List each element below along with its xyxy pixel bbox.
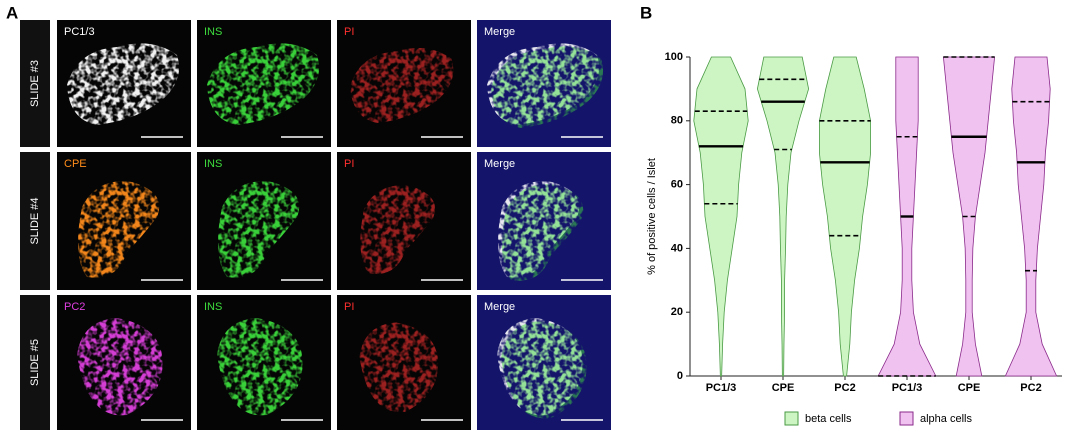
row-label: SLIDE #4 (29, 197, 41, 244)
row-label-box (20, 20, 50, 147)
channel-label: Merge (484, 301, 515, 313)
channel-label: PC1/3 (64, 26, 95, 38)
channel-label: Merge (484, 26, 515, 38)
tissue (350, 47, 454, 123)
tissue-blob (207, 43, 320, 125)
tissue-blob (359, 322, 439, 413)
y-tick-label: 20 (671, 306, 683, 318)
tissue-blob (502, 184, 584, 281)
channel-label: INS (204, 301, 222, 313)
legend-swatch (899, 411, 914, 426)
tissue-blob (77, 318, 163, 416)
x-tick-label: PC2 (1020, 382, 1041, 394)
tissue (207, 43, 320, 125)
tissue-blob (67, 43, 180, 125)
tissue (218, 181, 300, 278)
tissue (360, 185, 436, 275)
tissue-blob (218, 181, 300, 278)
legend-label: alpha cells (920, 413, 972, 425)
x-tick-label: PC1/3 (706, 382, 737, 394)
tissue (77, 318, 163, 416)
channel-label: Merge (484, 158, 515, 170)
violin (819, 56, 871, 377)
y-tick-label: 40 (671, 242, 683, 254)
violin (693, 56, 749, 377)
violin (1004, 56, 1058, 377)
row-label-box (20, 295, 50, 430)
tissue-blob (491, 46, 604, 128)
tissue-blob (360, 185, 436, 275)
y-tick-label: 80 (671, 115, 683, 127)
legend-label: beta cells (805, 413, 852, 425)
tissue (78, 181, 160, 278)
tissue-blob (217, 318, 303, 416)
tissue-blob (78, 181, 160, 278)
channel-label: PC2 (64, 301, 85, 313)
tissue-blob (350, 47, 454, 123)
y-tick-label: 60 (671, 179, 683, 191)
channel-label: INS (204, 158, 222, 170)
y-axis-label: % of positive cells / Islet (646, 158, 658, 275)
panel-label: B (640, 3, 652, 22)
channel-label: PI (344, 301, 354, 313)
violin (756, 56, 810, 377)
image-grid: SLIDE #3 PC1/3 INS PI Merge SLIDE #4 CPE INS PI M… (20, 20, 611, 430)
panel-label: A (6, 3, 18, 22)
violin (942, 56, 996, 377)
tissue (487, 43, 604, 128)
x-tick-label: PC1/3 (892, 382, 923, 394)
channel-label: PI (344, 26, 354, 38)
tissue (498, 181, 584, 281)
y-tick-label: 100 (665, 51, 683, 63)
tissue-blob (501, 321, 587, 419)
row-label: SLIDE #5 (29, 339, 41, 386)
channel-label: INS (204, 26, 222, 38)
row-label-box (20, 152, 50, 290)
x-tick-label: PC2 (834, 382, 855, 394)
row-label: SLIDE #3 (29, 60, 41, 107)
channel-label: PI (344, 158, 354, 170)
tissue (67, 43, 180, 125)
y-tick-label: 0 (677, 370, 683, 382)
legend-swatch (784, 411, 799, 426)
channel-label: CPE (64, 158, 87, 170)
x-tick-label: CPE (772, 382, 795, 394)
tissue (217, 318, 303, 416)
tissue (359, 322, 439, 413)
violin-chart: 0 20 40 60 80 100 % of positive cells / Islet P… (646, 51, 1062, 426)
x-tick-label: CPE (958, 382, 981, 394)
tissue (497, 318, 587, 419)
